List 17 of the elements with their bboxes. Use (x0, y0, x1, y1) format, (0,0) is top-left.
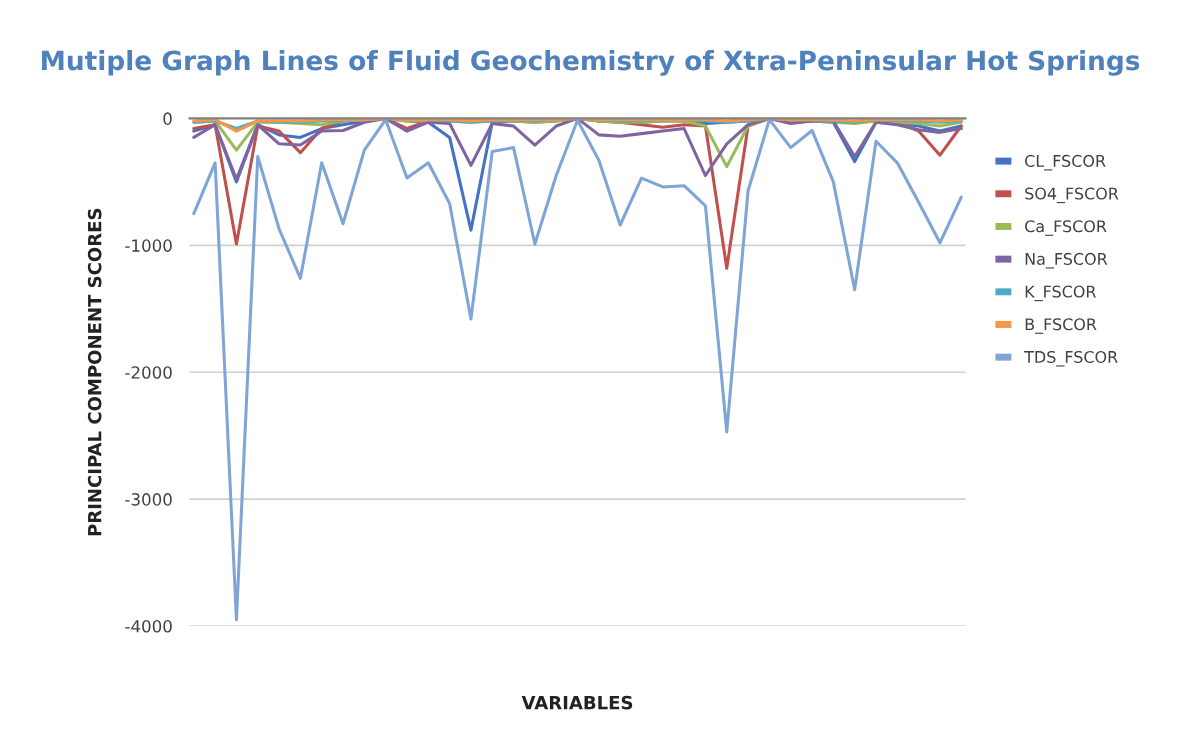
legend-label: CL_FSCOR (1025, 154, 1106, 171)
legend-label: TDS_FSCOR (1024, 350, 1118, 367)
legend-label: Na_FSCOR (1025, 252, 1108, 269)
legend-label: SO4_FSCOR (1025, 187, 1119, 204)
legend-label: K_FSCOR (1025, 285, 1097, 302)
y-axis-title: PRINCIPAL COMPONENT SCORES (87, 208, 102, 536)
y-tick-label: -3000 (125, 493, 172, 506)
legend-label: Ca_FSCOR (1025, 220, 1107, 236)
chart-title: Mutiple Graph Lines of Fluid Geochemistry of Xtra-Peninsular Hot Springs (42, 50, 1140, 76)
y-tick-label: -4000 (125, 620, 172, 633)
line-series (192, 118, 963, 181)
line-series (192, 118, 963, 622)
x-axis-title: VARIABLES (521, 695, 633, 710)
y-tick-label: 0 (163, 112, 172, 125)
y-tick-label: -1000 (125, 239, 172, 252)
y-tick-label: -2000 (125, 366, 172, 379)
legend-label: B_FSCOR (1025, 318, 1097, 334)
